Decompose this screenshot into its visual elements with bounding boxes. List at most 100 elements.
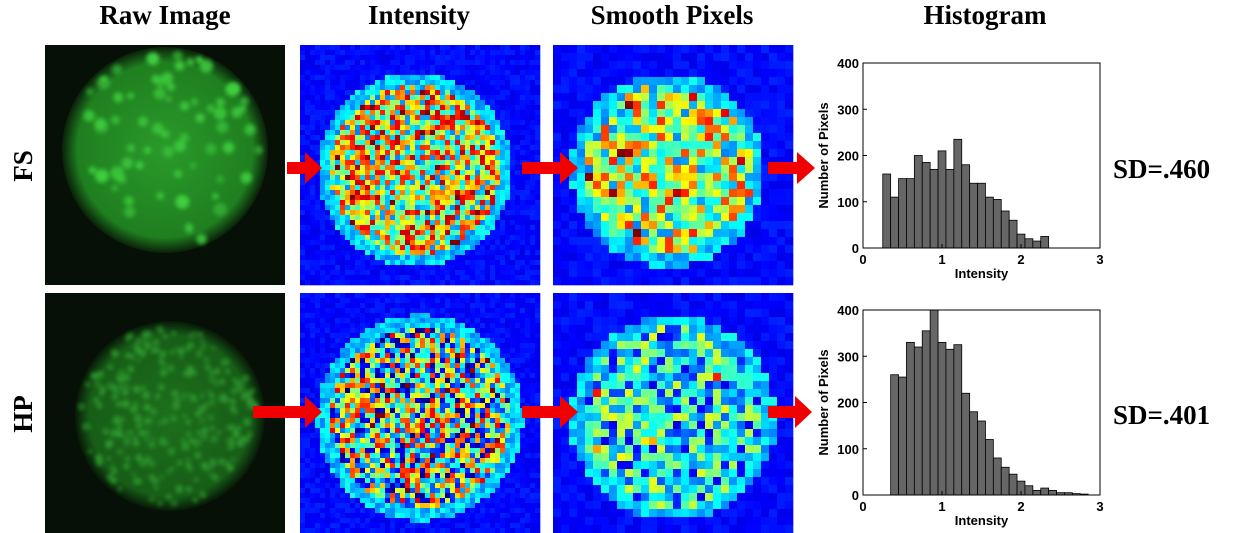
speckle [196, 430, 201, 435]
pixel [485, 323, 490, 328]
pixel [535, 250, 540, 255]
pixel [340, 155, 345, 160]
pixel [415, 130, 420, 135]
pixel [745, 117, 753, 125]
pixel [345, 250, 350, 255]
pixel [340, 135, 345, 140]
pixel [505, 275, 510, 280]
pixel [470, 80, 475, 85]
pixel [370, 160, 375, 165]
pixel [410, 45, 415, 50]
pixel [430, 115, 435, 120]
pixel [520, 378, 525, 383]
pixel [445, 358, 450, 363]
pixel [350, 80, 355, 85]
pixel [415, 343, 420, 348]
pixel [657, 205, 665, 213]
pixel [430, 110, 435, 115]
pixel [410, 260, 415, 265]
pixel [355, 363, 360, 368]
pixel [325, 240, 330, 245]
pixel [480, 45, 485, 50]
pixel [340, 220, 345, 225]
pixel [785, 133, 793, 141]
pixel [455, 275, 460, 280]
pixel [350, 275, 355, 280]
pixel [525, 418, 530, 423]
pixel [753, 53, 761, 61]
speckle [199, 491, 206, 498]
speckle [190, 162, 197, 169]
pixel [330, 433, 335, 438]
pixel [593, 85, 601, 93]
pixel [405, 250, 410, 255]
pixel [625, 85, 633, 93]
pixel [365, 348, 370, 353]
pixel [510, 80, 515, 85]
speckle [112, 395, 117, 400]
pixel [530, 388, 535, 393]
pixel [340, 120, 345, 125]
pixel [350, 70, 355, 75]
pixel [425, 195, 430, 200]
pixel [350, 185, 355, 190]
pixel [385, 240, 390, 245]
pixel [729, 125, 737, 133]
pixel [530, 140, 535, 145]
pixel [465, 328, 470, 333]
pixel [350, 343, 355, 348]
speckle [246, 397, 254, 405]
pixel [440, 260, 445, 265]
pixel [395, 60, 400, 65]
pixel [480, 150, 485, 155]
pixel [561, 53, 569, 61]
pixel [445, 60, 450, 65]
pixel [345, 75, 350, 80]
pixel [713, 149, 721, 157]
pixel [515, 245, 520, 250]
pixel [785, 125, 793, 133]
pixel [405, 433, 410, 438]
pixel [460, 210, 465, 215]
pixel [705, 221, 713, 229]
pixel [485, 205, 490, 210]
pixel [440, 413, 445, 418]
pixel [450, 155, 455, 160]
pixel [510, 215, 515, 220]
pixel [535, 313, 540, 318]
pixel [390, 140, 395, 145]
pixel [335, 293, 340, 298]
pixel [370, 125, 375, 130]
pixel [325, 358, 330, 363]
pixel [320, 190, 325, 195]
pixel [335, 90, 340, 95]
pixel [325, 150, 330, 155]
pixel [520, 298, 525, 303]
pixel [390, 55, 395, 60]
pixel [753, 221, 761, 229]
pixel [300, 215, 305, 220]
pixel [355, 293, 360, 298]
pixel [490, 393, 495, 398]
pixel [490, 408, 495, 413]
pixel [420, 260, 425, 265]
pixel [330, 323, 335, 328]
pixel [395, 428, 400, 433]
pixel [455, 185, 460, 190]
pixel [395, 358, 400, 363]
pixel [400, 398, 405, 403]
pixel [455, 270, 460, 275]
pixel [380, 255, 385, 260]
pixel [410, 303, 415, 308]
pixel [617, 53, 625, 61]
pixel [320, 80, 325, 85]
pixel [485, 135, 490, 140]
pixel [310, 423, 315, 428]
pixel [593, 45, 601, 53]
pixel [415, 318, 420, 323]
pixel [420, 255, 425, 260]
pixel [435, 230, 440, 235]
pixel [380, 150, 385, 155]
pixel [400, 403, 405, 408]
pixel [495, 70, 500, 75]
